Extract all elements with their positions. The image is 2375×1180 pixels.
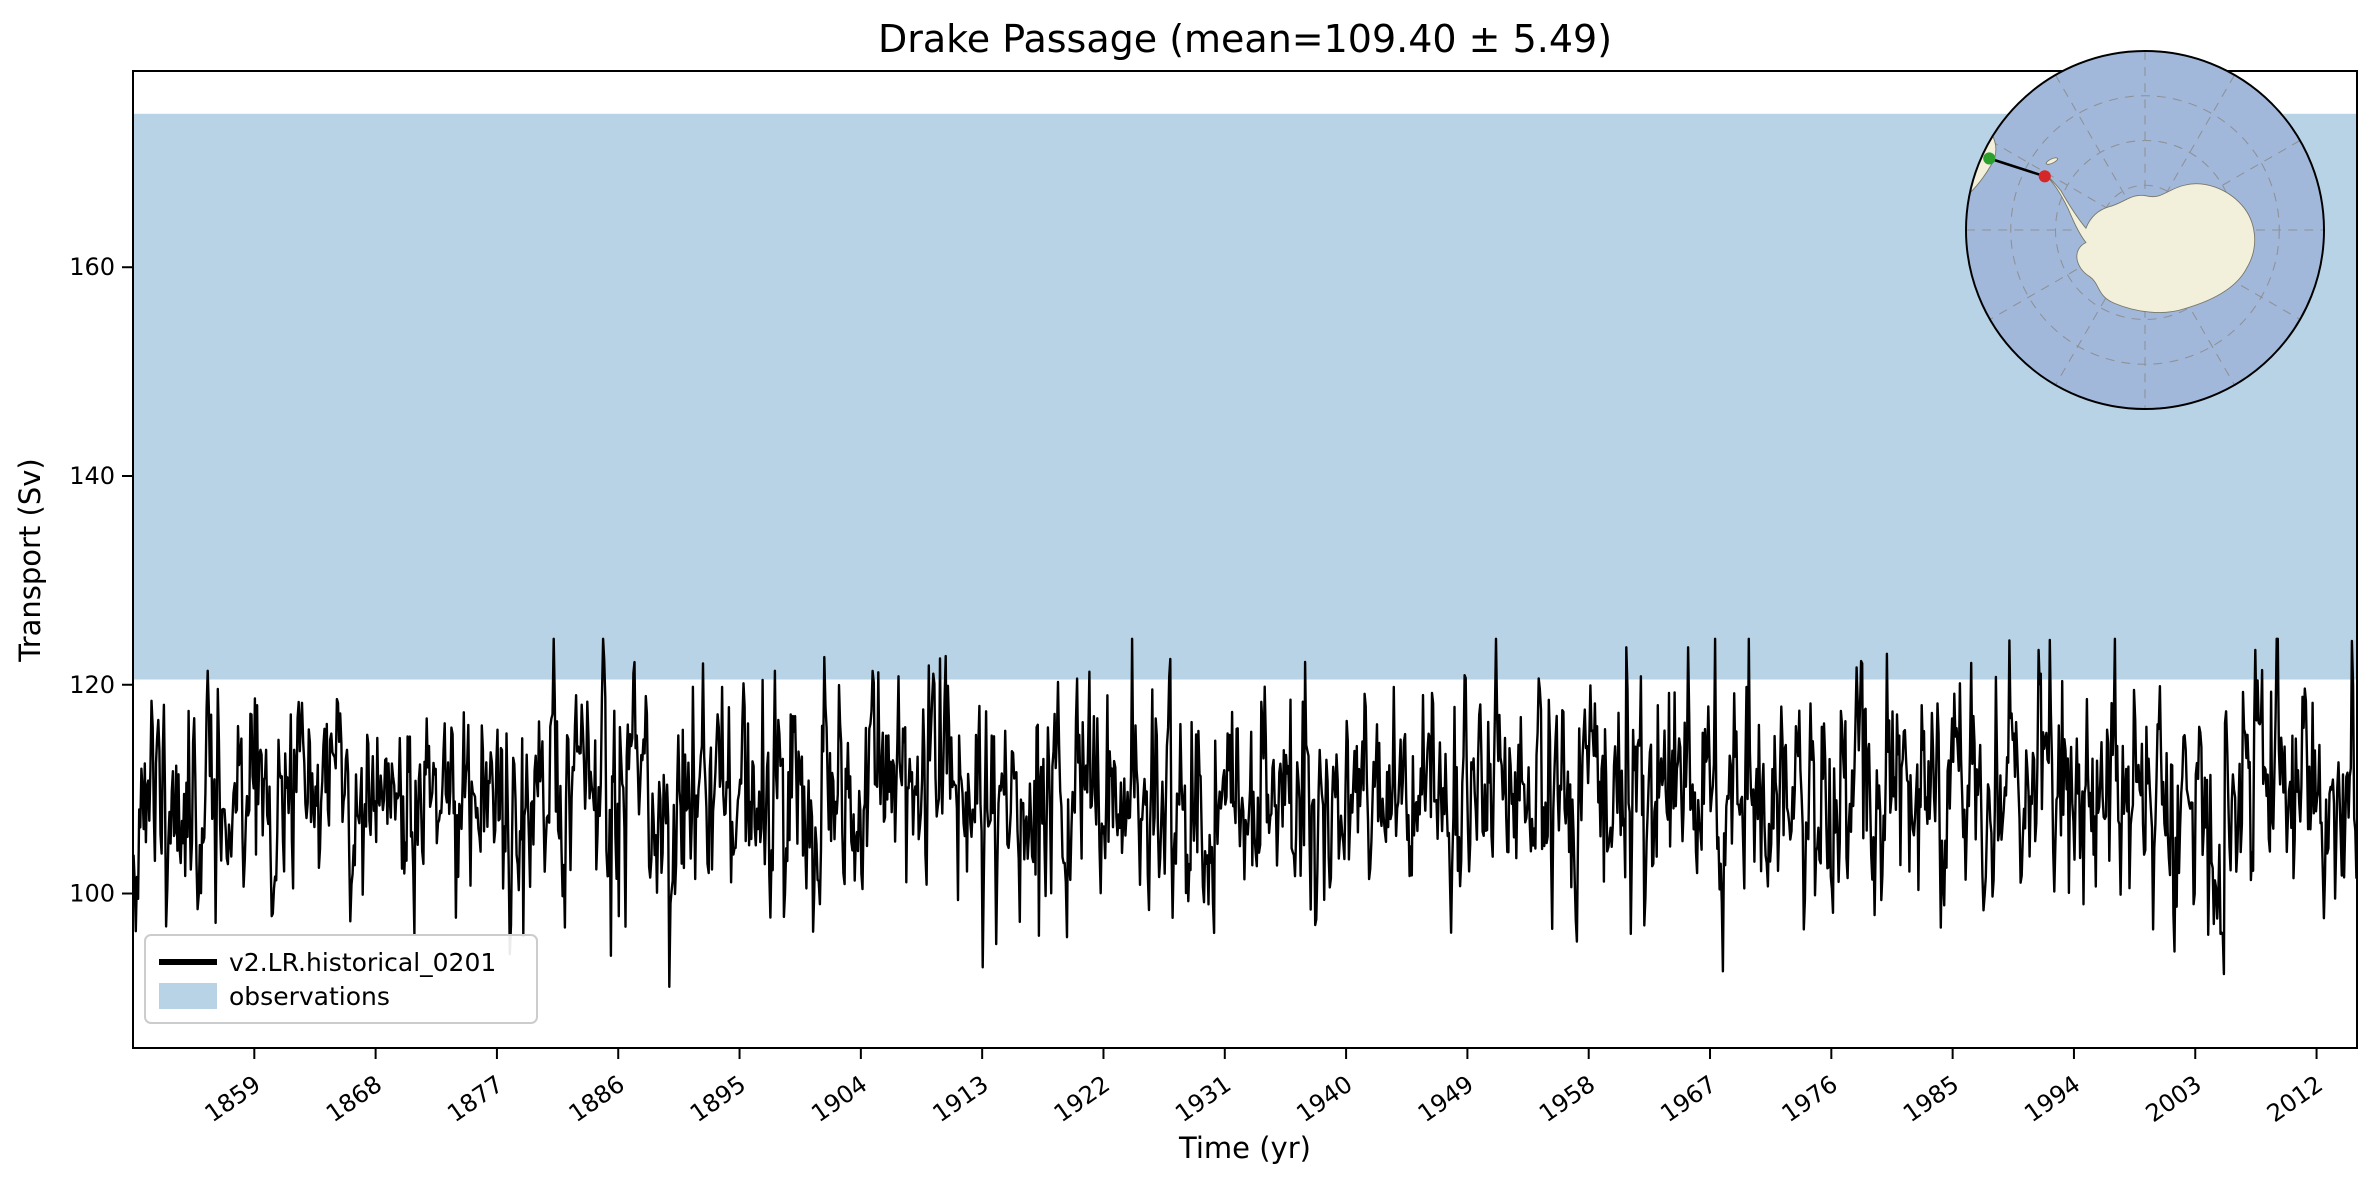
legend: v2.LR.historical_0201 observations [144, 934, 538, 1024]
y-axis-ticks: 100 120 140 160 [69, 253, 133, 908]
x-tick-label: 1859 [200, 1070, 266, 1128]
x-tick-label: 1904 [806, 1070, 872, 1128]
x-tick-label: 1922 [1049, 1070, 1115, 1128]
y-tick-label: 120 [69, 671, 115, 699]
y-tick-label: 160 [69, 253, 115, 281]
drake-passage-transect-line [1989, 158, 2044, 176]
legend-box [144, 934, 538, 1024]
model-series [132, 637, 2358, 988]
x-tick-label: 1931 [1170, 1070, 1236, 1128]
x-tick-label: 2012 [2262, 1070, 2328, 1128]
x-tick-label: 1877 [442, 1070, 508, 1128]
map-border [1965, 50, 2325, 410]
x-tick-label: 1895 [685, 1070, 751, 1128]
legend-label-observations: observations [229, 982, 390, 1011]
south-shetland-islands [2045, 157, 2059, 165]
x-axis-label: Time (yr) [1178, 1131, 1311, 1165]
y-tick-label: 140 [69, 462, 115, 490]
inset-map [1959, 50, 2325, 410]
y-axis-label: Transport (Sv) [13, 458, 47, 663]
x-tick-label: 1985 [1898, 1070, 1964, 1128]
x-tick-label: 1967 [1655, 1070, 1721, 1128]
x-tick-label: 1886 [564, 1070, 630, 1128]
x-tick-label: 1994 [2019, 1070, 2085, 1128]
y-tick-label: 100 [69, 880, 115, 908]
x-tick-label: 1976 [1777, 1070, 1843, 1128]
x-tick-label: 2003 [2141, 1070, 2207, 1128]
chart-title: Drake Passage (mean=109.40 ± 5.49) [878, 17, 1612, 61]
model-series-line [132, 637, 2358, 988]
x-tick-label: 1913 [928, 1070, 994, 1128]
x-tick-label: 1949 [1413, 1070, 1479, 1128]
legend-patch-swatch [159, 983, 217, 1009]
transect-start-dot [1983, 152, 1996, 165]
x-tick-label: 1868 [321, 1070, 387, 1128]
x-tick-label: 1958 [1534, 1070, 1600, 1128]
antarctica-landmass [2042, 172, 2256, 313]
x-axis-ticks: 1859 1868 1877 1886 1895 1904 1913 1922 1931 1940… [200, 1048, 2328, 1128]
x-tick-label: 1940 [1291, 1070, 1357, 1128]
axes-frame [132, 70, 2358, 1049]
legend-label-model: v2.LR.historical_0201 [229, 948, 496, 977]
transect-end-dot [2038, 170, 2051, 183]
